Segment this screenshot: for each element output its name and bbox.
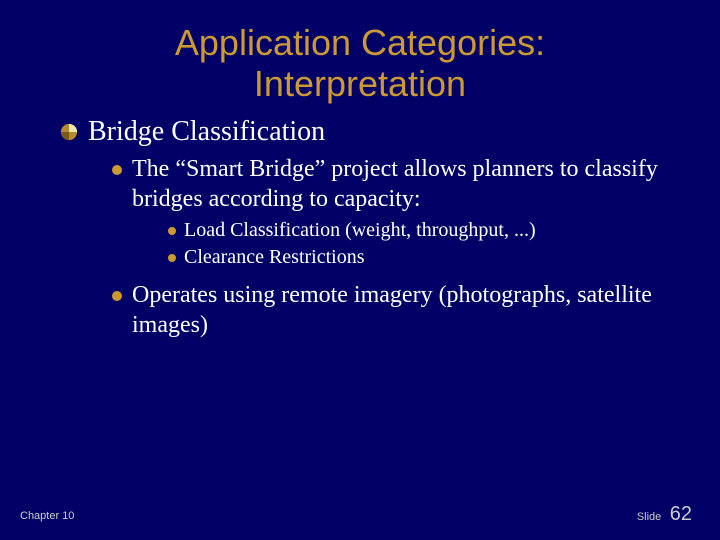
footer-slide-num: 62: [670, 503, 692, 525]
bullet-level3: Load Classification (weight, throughput,…: [168, 218, 672, 243]
footer-chapter: Chapter 10: [20, 510, 74, 522]
title-line-2: Interpretation: [254, 63, 466, 104]
title-line-1: Application Categories:: [175, 22, 545, 63]
lvl2-text-a: The “Smart Bridge” project allows planne…: [132, 154, 672, 214]
slide: Application Categories: Interpretation B…: [0, 0, 720, 540]
bullet-level3: Clearance Restrictions: [168, 245, 672, 270]
slide-body: Bridge Classification The “Smart Bridge”…: [0, 105, 720, 341]
lvl3-text-a: Load Classification (weight, throughput,…: [184, 218, 536, 243]
dot-icon: [112, 165, 122, 175]
lvl2-text-b: Operates using remote imagery (photograp…: [132, 280, 672, 340]
lvl3-text-b: Clearance Restrictions: [184, 245, 365, 270]
dot-icon: [112, 291, 122, 301]
dot-sm-icon: [168, 254, 176, 262]
footer-slide-number: Slide 62: [637, 503, 692, 526]
lvl1-text: Bridge Classification: [88, 115, 325, 149]
bullet-level2: Operates using remote imagery (photograp…: [112, 280, 672, 340]
footer-slide-label: Slide: [637, 511, 661, 523]
dot-sm-icon: [168, 227, 176, 235]
pie-icon: [60, 123, 78, 141]
bullet-level2: The “Smart Bridge” project allows planne…: [112, 154, 672, 214]
bullet-level1: Bridge Classification: [60, 115, 672, 149]
slide-title: Application Categories: Interpretation: [0, 0, 720, 105]
